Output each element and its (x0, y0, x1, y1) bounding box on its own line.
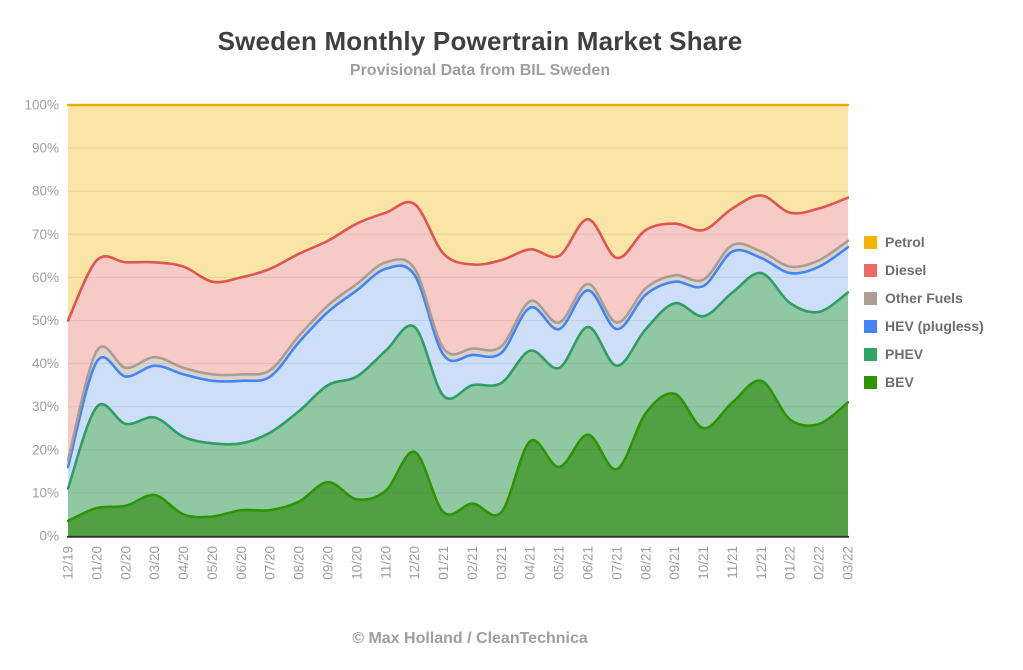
x-tick-label: 05/20 (205, 546, 220, 580)
area-band-diesel (68, 195, 848, 461)
legend-item-diesel: Diesel (864, 256, 984, 284)
x-axis-labels: 12/19 01/20 02/20 03/20 04/20 05/20 06/20 07/20… (61, 546, 856, 580)
x-tick-label: 01/20 (89, 546, 104, 580)
chart-subtitle: Provisional Data from BIL Sweden (349, 62, 611, 79)
legend-swatch-other-fuels-icon (864, 291, 877, 305)
legend-swatch-hev-plugless-icon (864, 319, 877, 333)
legend-swatch-phev-icon (864, 347, 877, 361)
x-tick-label: 10/20 (349, 546, 364, 580)
plot-area (67, 103, 849, 536)
boundary-line-phev (67, 271, 849, 490)
y-axis-labels: 0% 10% 20% 30% 40% 50% 60% 70% 80% 90% 100% (24, 98, 59, 544)
y-tick-label: 0% (39, 529, 59, 544)
legend-label-hev-plugless: HEV (plugless) (885, 318, 984, 334)
y-tick-label: 60% (32, 270, 59, 285)
legend-item-petrol: Petrol (864, 228, 984, 256)
boundary-line-diesel (67, 194, 849, 322)
x-tick-label: 06/20 (234, 546, 249, 580)
legend-item-other-fuels: Other Fuels (864, 284, 984, 312)
legend-swatch-bev-icon (864, 375, 877, 389)
y-tick-label: 90% (32, 141, 59, 156)
x-tick-label: 03/20 (147, 546, 162, 580)
legend-label-petrol: Petrol (885, 234, 925, 250)
y-tick-label: 100% (24, 98, 59, 113)
x-tick-label: 02/20 (118, 546, 133, 580)
x-tick-label: 07/21 (609, 546, 624, 580)
chart-title: Sweden Monthly Powertrain Market Share (217, 26, 743, 56)
y-tick-label: 10% (32, 485, 59, 500)
legend-label-phev: PHEV (885, 346, 924, 362)
x-tick-label: 12/20 (407, 546, 422, 580)
boundary-line-other-fuels (67, 239, 849, 462)
x-tick-label: 01/21 (436, 546, 451, 580)
x-tick-label: 08/21 (638, 546, 653, 580)
x-tick-label: 04/20 (176, 546, 191, 580)
x-tick-label: 10/21 (696, 546, 711, 580)
x-tick-label: 05/21 (552, 546, 567, 580)
x-tick-label: 03/21 (494, 546, 509, 580)
x-tick-label: 12/21 (754, 546, 769, 580)
x-tick-label: 09/20 (321, 546, 336, 580)
area-band-bev (68, 380, 848, 536)
legend-swatch-petrol-icon (864, 235, 877, 249)
area-band-phev (68, 272, 848, 521)
x-tick-label: 02/22 (812, 546, 827, 580)
boundary-line-bev (67, 379, 849, 523)
x-tick-label: 12/19 (61, 546, 76, 580)
footer-credit: © Max Holland / CleanTechnica (352, 630, 588, 647)
x-tick-label: 07/20 (263, 546, 278, 580)
x-tick-label: 11/21 (725, 546, 740, 579)
legend-item-bev: BEV (864, 368, 984, 396)
y-tick-label: 40% (32, 356, 59, 371)
y-tick-label: 70% (32, 227, 59, 242)
x-tick-label: 03/22 (841, 546, 856, 580)
legend-swatch-diesel-icon (864, 263, 877, 277)
legend-label-diesel: Diesel (885, 262, 927, 278)
y-tick-label: 20% (32, 442, 59, 457)
y-tick-label: 80% (32, 184, 59, 199)
y-tick-label: 50% (32, 313, 59, 328)
x-tick-label: 11/20 (378, 546, 393, 579)
x-tick-label: 02/21 (465, 546, 480, 580)
area-band-hev-plugless (68, 247, 848, 489)
x-tick-label: 01/22 (783, 546, 798, 580)
legend-label-bev: BEV (885, 374, 914, 390)
legend-item-phev: PHEV (864, 340, 984, 368)
gridlines (68, 104, 848, 494)
y-tick-label: 30% (32, 399, 59, 414)
chart-legend: Petrol Diesel Other Fuels HEV (plugless) PHE… (864, 228, 984, 396)
area-band-petrol (68, 105, 848, 321)
x-tick-label: 08/20 (292, 546, 307, 580)
legend-item-hev-plugless: HEV (plugless) (864, 312, 984, 340)
boundary-line-hev-plugless (67, 245, 849, 469)
x-tick-label: 09/21 (667, 546, 682, 580)
x-tick-label: 06/21 (581, 546, 596, 580)
x-tick-label: 04/21 (523, 546, 538, 580)
legend-label-other-fuels: Other Fuels (885, 290, 963, 306)
